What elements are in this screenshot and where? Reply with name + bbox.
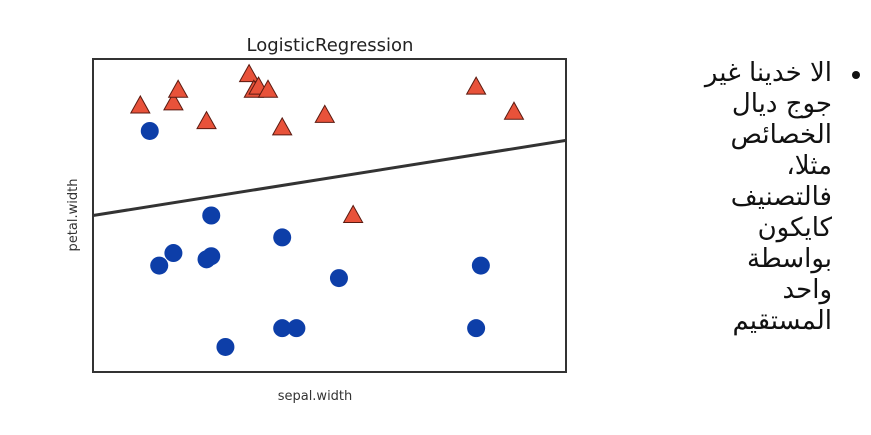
bullet-dot-icon [852,71,860,79]
circle-point [140,121,159,140]
triangle-point [271,116,293,136]
bullet-line: كايكون [757,213,832,243]
circle-point [216,337,235,356]
bullet-line: بواسطة [747,244,832,274]
circle-point [329,269,348,288]
triangle-point [257,79,279,98]
bullet-text: الا خدينا غير جوج ديال الخصائص مثلا، فال… [652,58,832,337]
slide-bullet: الا خدينا غير جوج ديال الخصائص مثلا، فال… [640,58,860,398]
decision-boundary-line [92,138,567,217]
triangle-point [238,63,260,83]
triangle-point [196,110,217,130]
chart-title: LogisticRegression [247,35,414,56]
circle-point [273,228,292,247]
triangle-point [163,91,184,111]
bullet-line: مثلا، [786,151,832,181]
circle-point [202,206,221,225]
x-axis-label: sepal.width [278,389,353,404]
circle-point [287,319,306,338]
bullet-line: الخصائص [730,120,833,150]
circle-point [273,319,292,338]
triangle-point [342,204,364,223]
triangle-point [167,79,189,98]
triangle-point [503,101,525,120]
triangle-point [129,94,151,114]
circle-point [150,256,169,275]
plot-frame [92,58,567,373]
circle-point [164,244,183,263]
bullet-line: واحد [782,275,833,305]
bullet-line: جوج ديال [731,89,832,119]
circle-point [202,247,221,266]
circle-point [467,319,486,338]
bullet-line: المستقيم [732,306,832,336]
triangle-point [314,104,336,123]
bullet-line: الا خدينا غير [704,58,832,88]
plot-marks [92,63,567,356]
circle-point [471,256,490,275]
bullet-line: فالتصنيف [730,182,832,212]
triangle-point [465,76,487,95]
y-axis-label: petal.width [66,179,81,252]
